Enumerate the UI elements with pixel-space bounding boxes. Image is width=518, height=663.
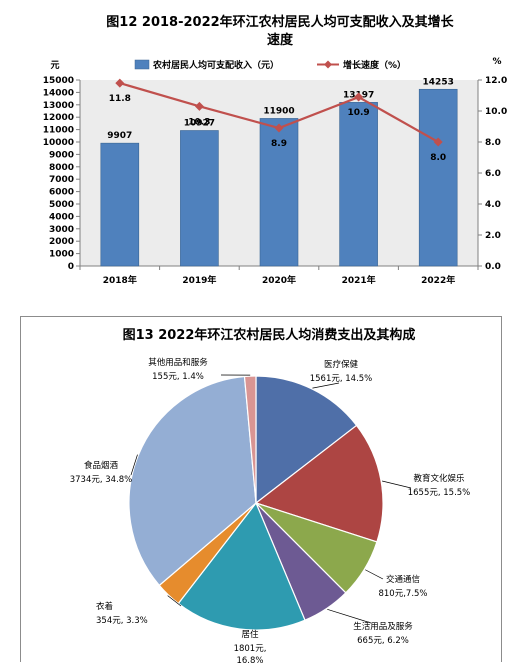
left-tick-label: 1000 — [49, 250, 74, 260]
growth-point-label: 10.3 — [188, 117, 210, 127]
pie-label: 交通通信 — [386, 574, 421, 585]
pie-label: 3734元, 34.8% — [70, 475, 133, 485]
legend-label-income: 农村居民人均可支配收入（元） — [152, 59, 279, 71]
chart-title-line1: 图12 2018-2022年环江农村居民人均可支配收入及其增长 — [106, 14, 454, 30]
growth-point-label: 11.8 — [109, 94, 131, 104]
left-axis-unit: 元 — [50, 60, 59, 71]
legend-marker-growth — [324, 61, 332, 69]
growth-point-label: 8.0 — [430, 153, 446, 163]
x-tick-label: 2020年 — [262, 274, 296, 286]
left-tick-label: 12000 — [43, 113, 74, 123]
left-tick-label: 5000 — [49, 200, 74, 210]
left-tick-label: 8000 — [49, 163, 74, 173]
right-axis-unit: % — [492, 57, 501, 67]
pie-label: 教育文化娱乐 — [413, 473, 465, 484]
left-tick-label: 0 — [68, 262, 74, 272]
pie-label: 生活用品及服务 — [353, 621, 413, 632]
x-tick-label: 2022年 — [421, 274, 455, 286]
left-tick-label: 11000 — [43, 126, 74, 136]
pie-label: 1561元, 14.5% — [310, 374, 373, 384]
pie-label: 居住 — [241, 629, 259, 640]
right-tick-label: 10.0 — [485, 107, 507, 117]
left-tick-label: 4000 — [49, 212, 74, 222]
pie-label: 1801元, — [234, 644, 267, 654]
right-tick-label: 4.0 — [485, 200, 501, 210]
income-bar-label: 9907 — [107, 131, 132, 141]
left-tick-label: 14000 — [43, 88, 74, 98]
pie-label: 医疗保健 — [324, 359, 359, 370]
pie-slices — [129, 376, 383, 630]
income-bar — [180, 131, 218, 266]
pie-leader-line — [382, 481, 411, 488]
pie-label: 665元, 6.2% — [357, 636, 409, 646]
pie-title: 图13 2022年环江农村居民人均消费支出及其构成 — [123, 327, 416, 343]
left-tick-label: 10000 — [43, 138, 74, 148]
pie-label: 354元, 3.3% — [96, 616, 148, 626]
right-tick-label: 12.0 — [485, 76, 507, 86]
pie-leader-line — [327, 609, 371, 623]
pie-leader-line — [365, 570, 383, 579]
consumption-pie-chart: 图13 2022年环江农村居民人均消费支出及其构成 医疗保健 1561元, 14.… — [21, 317, 503, 663]
growth-point-label: 10.9 — [347, 108, 369, 118]
pie-label: 其他用品和服务 — [148, 357, 208, 368]
income-bar — [101, 143, 139, 266]
pie-label: 810元,7.5% — [378, 589, 427, 599]
income-bar-label: 14253 — [423, 77, 454, 87]
left-tick-label: 9000 — [49, 150, 74, 160]
income-bar-label: 11900 — [263, 106, 294, 116]
right-tick-label: 8.0 — [485, 138, 501, 148]
growth-point-label: 8.9 — [271, 139, 287, 149]
right-tick-label: 0.0 — [485, 262, 501, 272]
pie-label: 1655元, 15.5% — [408, 488, 471, 498]
pie-label: 衣着 — [96, 601, 113, 612]
pie-label: 155元, 1.4% — [152, 372, 204, 382]
pie-label: 食品烟酒 — [84, 460, 119, 471]
left-tick-label: 2000 — [49, 237, 74, 247]
legend-label-growth: 增长速度（%） — [343, 59, 406, 71]
left-tick-label: 6000 — [49, 188, 74, 198]
legend-swatch-income — [135, 60, 149, 69]
income-bar — [340, 102, 378, 266]
left-tick-label: 15000 — [43, 76, 74, 86]
x-axis-ticks: 2018年 2019年 2020年 2021年 2022年 — [80, 266, 478, 286]
consumption-panel: 图13 2022年环江农村居民人均消费支出及其构成 医疗保健 1561元, 14.… — [20, 316, 502, 662]
income-chart: 图12 2018-2022年环江农村居民人均可支配收入及其增长 速度 元 % 农… — [0, 0, 518, 300]
right-axis-ticks: 0.0 2.0 4.0 6.0 8.0 10.0 12.0 — [478, 76, 507, 272]
right-tick-label: 6.0 — [485, 169, 501, 179]
income-bar — [419, 89, 457, 266]
chart-title-line2: 速度 — [267, 32, 294, 48]
left-axis-ticks: 0 1000 2000 3000 4000 5000 6000 7000 8000 9000 100… — [43, 76, 80, 272]
x-tick-label: 2019年 — [182, 274, 216, 286]
right-tick-label: 2.0 — [485, 231, 501, 241]
left-tick-label: 3000 — [49, 225, 74, 235]
chart-legend: 农村居民人均可支配收入（元） 增长速度（%） — [135, 59, 406, 71]
left-tick-label: 7000 — [49, 175, 74, 185]
x-tick-label: 2018年 — [103, 274, 137, 286]
left-tick-label: 13000 — [43, 101, 74, 111]
x-tick-label: 2021年 — [342, 274, 376, 286]
